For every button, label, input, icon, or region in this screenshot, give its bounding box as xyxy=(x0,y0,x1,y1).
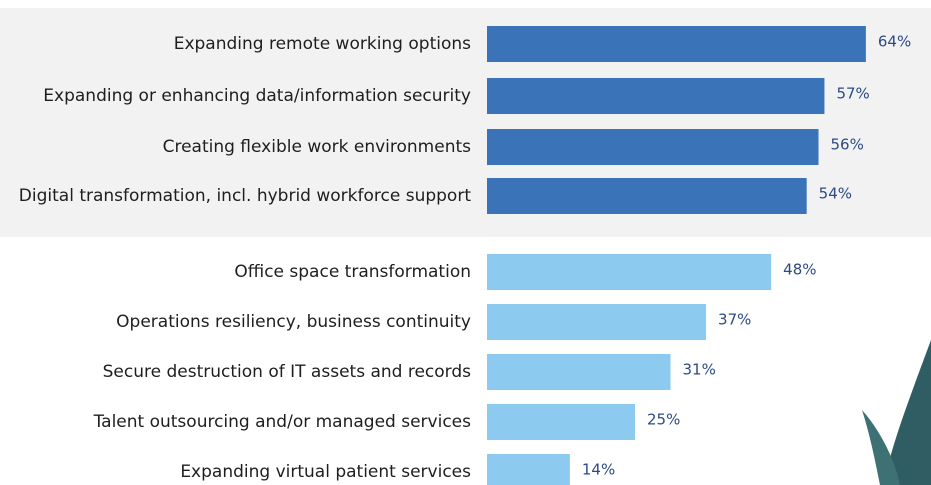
value-label: 31% xyxy=(683,361,716,379)
bar xyxy=(487,129,819,165)
bar xyxy=(487,178,807,214)
category-label: Operations resiliency, business continui… xyxy=(116,312,471,332)
bar xyxy=(487,454,570,485)
leaf-decoration xyxy=(884,340,931,485)
category-label: Digital transformation, incl. hybrid wor… xyxy=(19,186,472,206)
bar xyxy=(487,78,825,114)
bar xyxy=(487,354,671,390)
category-label: Talent outsourcing and/or managed servic… xyxy=(93,412,472,432)
bar xyxy=(487,304,707,340)
category-label: Expanding or enhancing data/information … xyxy=(43,86,471,106)
category-label: Expanding remote working options xyxy=(174,34,471,54)
category-label: Secure destruction of IT assets and reco… xyxy=(103,362,471,382)
bar xyxy=(487,404,635,440)
category-label: Office space transformation xyxy=(234,262,471,282)
value-label: 37% xyxy=(718,311,751,329)
value-label: 64% xyxy=(878,33,911,51)
value-label: 25% xyxy=(647,411,680,429)
category-label: Expanding virtual patient services xyxy=(180,462,471,482)
value-label: 57% xyxy=(836,85,869,103)
value-label: 48% xyxy=(783,261,816,279)
value-label: 54% xyxy=(819,185,852,203)
bar xyxy=(487,254,772,290)
value-label: 56% xyxy=(831,136,864,154)
category-label: Creating flexible work environments xyxy=(163,137,472,157)
bar xyxy=(487,26,866,62)
leaf-decoration xyxy=(862,410,900,485)
value-label: 14% xyxy=(582,461,615,479)
